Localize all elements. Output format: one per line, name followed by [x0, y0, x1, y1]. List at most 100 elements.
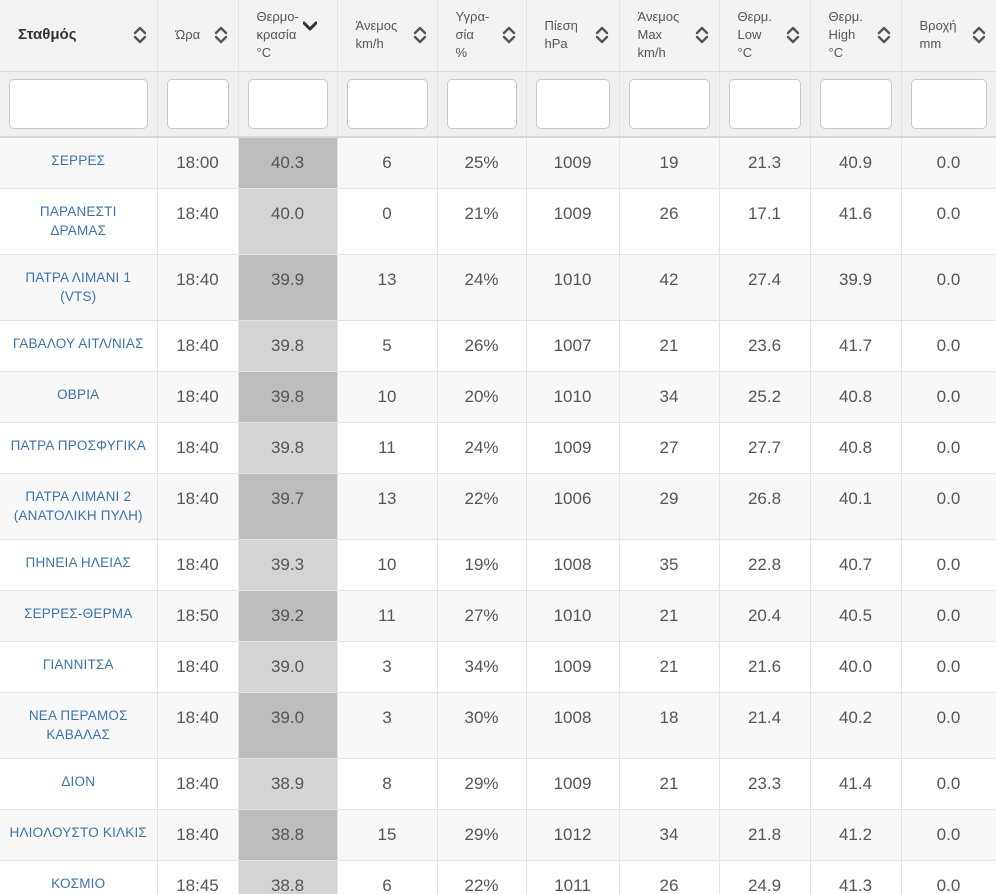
sort-descending-icon[interactable]	[302, 15, 317, 37]
station-link[interactable]: (ΑΝΑΤΟΛΙΚΗ ΠΥΛΗ)	[13, 507, 143, 523]
cell-station[interactable]: ΠΗΝΕΙΑ ΗΛΕΙΑΣ	[0, 539, 158, 591]
station-link[interactable]: ΣΕΡΡΕΣ	[51, 153, 106, 168]
cell-wind-max: 18	[619, 692, 720, 759]
cell-rain: 0.0	[901, 860, 996, 894]
cell-time: 18:45	[157, 860, 239, 894]
cell-temp-low: 17.1	[719, 188, 811, 255]
cell-station[interactable]: ΔΙΟΝ	[0, 758, 158, 810]
sort-both-icon[interactable]	[595, 24, 609, 46]
cell-rain: 0.0	[901, 641, 996, 693]
cell-station[interactable]: ΠΑΤΡΑ ΠΡΟΣΦΥΓΙΚΑ	[0, 422, 158, 474]
cell-temp-high: 39.9	[810, 254, 902, 321]
cell-pressure: 1009	[526, 137, 620, 189]
filter-cell-rain	[901, 71, 996, 138]
cell-wind: 0	[337, 188, 438, 255]
station-link[interactable]: ΚΟΣΜΙΟ	[51, 875, 106, 891]
column-header-humidity[interactable]: Υγρα-σία%	[437, 0, 527, 72]
filter-input-temp-low[interactable]	[728, 78, 801, 129]
station-link[interactable]: ΠΑΤΡΑ ΛΙΜΑΝΙ 2	[25, 488, 132, 504]
cell-station[interactable]: ΓΙΑΝΝΙΤΣΑ	[0, 641, 158, 693]
column-header-wind-max[interactable]: Άνεμος Max km/h	[619, 0, 720, 72]
cell-station[interactable]: ΠΑΤΡΑ ΛΙΜΑΝΙ 1 (VTS)	[0, 254, 158, 321]
column-header-temp-high[interactable]: Θερμ. High °C	[810, 0, 902, 72]
cell-humidity: 29%	[437, 809, 527, 861]
filter-input-time[interactable]	[166, 78, 229, 129]
station-link[interactable]: ΣΕΡΡΕΣ-ΘΕΡΜΑ	[24, 605, 133, 621]
cell-time: 18:40	[157, 371, 239, 423]
cell-station[interactable]: ΓΑΒΑΛΟΥ ΑΙΤΛ/ΝΙΑΣ	[0, 320, 158, 372]
cell-temp-low: 22.8	[719, 539, 811, 591]
station-link[interactable]: ΓΙΑΝΝΙΤΣΑ	[42, 656, 114, 672]
cell-time: 18:40	[157, 473, 239, 540]
station-link[interactable]: ΟΒΡΙΑ	[57, 386, 100, 402]
station-link[interactable]: ΠΑΡΑΝΕΣΤΙ	[39, 203, 117, 219]
cell-humidity: 27%	[437, 590, 527, 642]
filter-input-station[interactable]	[9, 78, 148, 129]
column-header-label: Πίεση hPa	[527, 17, 619, 53]
filter-input-rain[interactable]	[910, 78, 987, 129]
cell-rain: 0.0	[901, 692, 996, 759]
column-header-label: Άνεμος km/h	[338, 17, 437, 53]
cell-temp-high: 40.7	[810, 539, 902, 591]
cell-wind-max: 21	[619, 758, 720, 810]
cell-station[interactable]: ΣΕΡΡΕΣ	[0, 137, 158, 189]
station-link[interactable]: ΚΑΒΑΛΑΣ	[46, 726, 111, 742]
station-link[interactable]: (VTS)	[60, 288, 97, 304]
station-link[interactable]: ΠΗΝΕΙΑ ΗΛΕΙΑΣ	[25, 554, 131, 570]
cell-station[interactable]: ΠΑΤΡΑ ΛΙΜΑΝΙ 2 (ΑΝΑΤΟΛΙΚΗ ΠΥΛΗ)	[0, 473, 158, 540]
sort-both-icon[interactable]	[877, 24, 891, 46]
column-header-time[interactable]: Ώρα	[157, 0, 239, 72]
station-link[interactable]: ΔΡΑΜΑΣ	[50, 222, 107, 238]
filter-input-humidity[interactable]	[446, 78, 517, 129]
cell-station[interactable]: ΠΑΡΑΝΕΣΤΙ ΔΡΑΜΑΣ	[0, 188, 158, 255]
cell-temp-high: 40.0	[810, 641, 902, 693]
table-row: ΠΗΝΕΙΑ ΗΛΕΙΑΣ 18:40 39.3 10 19% 1008 35 22.8 40.…	[0, 539, 996, 591]
sort-both-icon[interactable]	[502, 24, 516, 46]
station-link[interactable]: ΗΛΙΟΛΟΥΣΤΟ ΚΙΛΚΙΣ	[9, 824, 147, 840]
cell-wind: 15	[337, 809, 438, 861]
filter-input-pressure[interactable]	[535, 78, 610, 129]
column-header-pressure[interactable]: Πίεση hPa	[526, 0, 620, 72]
cell-wind: 5	[337, 320, 438, 372]
column-header-wind[interactable]: Άνεμος km/h	[337, 0, 438, 72]
cell-time: 18:40	[157, 188, 239, 255]
filter-input-wind-max[interactable]	[628, 78, 710, 129]
cell-wind-max: 35	[619, 539, 720, 591]
filter-input-wind[interactable]	[346, 78, 428, 129]
station-link[interactable]: ΠΑΤΡΑ ΠΡΟΣΦΥΓΙΚΑ	[10, 437, 146, 453]
cell-time: 18:40	[157, 539, 239, 591]
cell-time: 18:40	[157, 758, 239, 810]
sort-both-icon[interactable]	[972, 24, 986, 46]
table-row: ΠΑΤΡΑ ΠΡΟΣΦΥΓΙΚΑ 18:40 39.8 11 24% 1009 27 27.7…	[0, 422, 996, 474]
station-link[interactable]: ΝΕΑ ΠΕΡΑΜΟΣ	[28, 707, 128, 723]
station-link[interactable]: ΠΑΤΡΑ ΛΙΜΑΝΙ 1	[25, 269, 132, 285]
station-link[interactable]: ΔΙΟΝ	[61, 773, 96, 789]
cell-station[interactable]: ΝΕΑ ΠΕΡΑΜΟΣ ΚΑΒΑΛΑΣ	[0, 692, 158, 759]
column-header-rain[interactable]: Βροχή mm	[901, 0, 996, 72]
cell-wind-max: 26	[619, 188, 720, 255]
cell-station[interactable]: ΗΛΙΟΛΟΥΣΤΟ ΚΙΛΚΙΣ	[0, 809, 158, 861]
cell-temperature: 39.0	[238, 692, 338, 759]
filter-input-temperature[interactable]	[247, 78, 328, 129]
sort-both-icon[interactable]	[133, 24, 147, 46]
cell-station[interactable]: ΟΒΡΙΑ	[0, 371, 158, 423]
sort-both-icon[interactable]	[214, 24, 228, 46]
station-link[interactable]: ΓΑΒΑΛΟΥ ΑΙΤΛ/ΝΙΑΣ	[12, 335, 144, 351]
column-header-text: Υγρα-	[455, 9, 490, 25]
filter-input-temp-high[interactable]	[819, 78, 892, 129]
filter-cell-pressure	[526, 71, 620, 138]
column-header-text: Ώρα	[175, 27, 201, 43]
cell-time: 18:40	[157, 422, 239, 474]
cell-temperature: 38.8	[238, 860, 338, 894]
column-header-temp-low[interactable]: Θερμ. Low °C	[719, 0, 811, 72]
cell-pressure: 1007	[526, 320, 620, 372]
column-header-temperature[interactable]: Θερμο-κρασία °C	[238, 0, 338, 72]
cell-wind-max: 21	[619, 590, 720, 642]
cell-station[interactable]: ΣΕΡΡΕΣ-ΘΕΡΜΑ	[0, 590, 158, 642]
column-header-station[interactable]: Σταθμός	[0, 0, 158, 72]
sort-both-icon[interactable]	[786, 24, 800, 46]
cell-station[interactable]: ΚΟΣΜΙΟ	[0, 860, 158, 894]
cell-rain: 0.0	[901, 137, 996, 189]
sort-both-icon[interactable]	[413, 24, 427, 46]
sort-both-icon[interactable]	[695, 24, 709, 46]
